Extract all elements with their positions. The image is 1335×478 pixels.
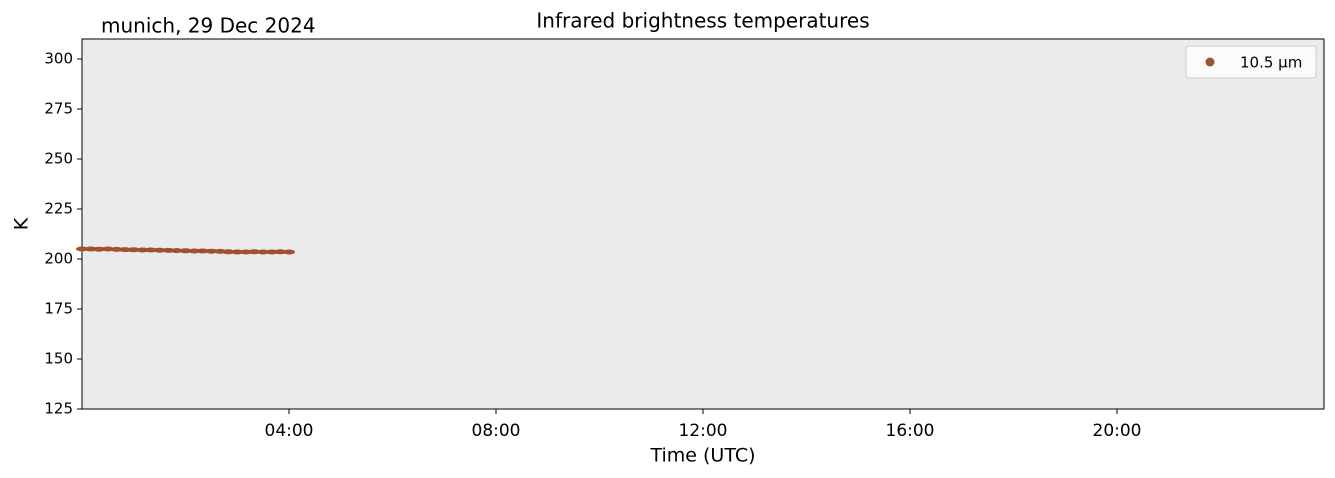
legend-label: 10.5 µm xyxy=(1240,54,1302,72)
point xyxy=(248,249,261,255)
y-tick-label: 275 xyxy=(44,100,73,118)
point xyxy=(76,246,88,252)
y-tick-label: 300 xyxy=(44,50,73,68)
point xyxy=(196,248,209,254)
point xyxy=(205,248,218,254)
x-tick-label: 08:00 xyxy=(472,421,521,441)
point xyxy=(93,246,106,252)
point xyxy=(127,247,140,253)
legend-box xyxy=(1185,45,1317,79)
legend-marker xyxy=(1205,57,1215,67)
chart-title: Infrared brightness temperatures xyxy=(536,9,869,33)
chart-subtitle: munich, 29 Dec 2024 xyxy=(101,14,316,38)
point xyxy=(179,248,192,254)
point xyxy=(188,248,201,254)
y-tick-label: 175 xyxy=(44,300,73,318)
point xyxy=(118,247,131,253)
point xyxy=(144,247,157,253)
point xyxy=(231,249,244,255)
y-tick-label: 250 xyxy=(44,150,73,168)
x-tick-label: 12:00 xyxy=(679,421,728,441)
y-tick-label: 150 xyxy=(44,350,73,368)
point xyxy=(257,249,270,255)
point xyxy=(153,247,166,253)
x-axis-label: Time (UTC) xyxy=(649,445,755,467)
x-tick-label: 16:00 xyxy=(886,421,935,441)
y-tick-label: 200 xyxy=(44,250,73,268)
point xyxy=(274,249,287,255)
plot-area xyxy=(81,38,1325,410)
point xyxy=(170,248,183,254)
point xyxy=(283,249,295,255)
y-axis-label: K xyxy=(11,217,33,230)
y-tick-label: 125 xyxy=(44,400,73,418)
y-tick-label: 225 xyxy=(44,200,73,218)
point xyxy=(101,246,114,252)
point xyxy=(136,247,149,253)
point xyxy=(222,249,235,255)
x-tick-label: 20:00 xyxy=(1093,421,1142,441)
x-tick-label: 04:00 xyxy=(265,421,314,441)
